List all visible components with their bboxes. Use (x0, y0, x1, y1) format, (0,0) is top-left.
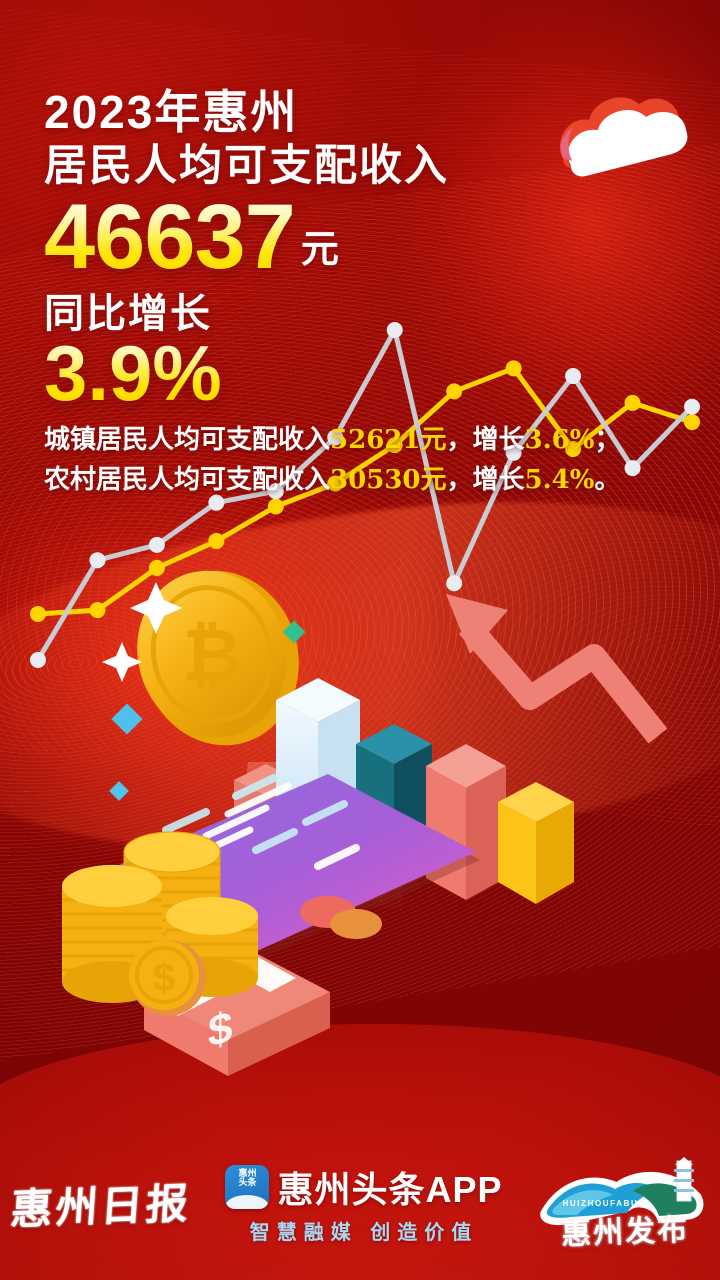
chart-data-point (505, 444, 522, 461)
urban-suffix: ； (594, 425, 620, 455)
chart-data-point (208, 494, 225, 511)
rural-suffix: 。 (594, 465, 620, 495)
finance-illustration: ₿ (60, 530, 700, 1090)
chart-data-point (565, 368, 582, 385)
headline-metric-name: 居民人均可支配收入 (44, 140, 684, 193)
coin-stacks: $ (62, 831, 258, 1016)
line-chart-svg (30, 322, 700, 668)
chart-data-point (30, 605, 46, 622)
background-bottom-curve (0, 1024, 720, 1280)
app-name-label: 惠州头条APP (277, 1169, 503, 1210)
chart-data-point (386, 322, 403, 338)
chart-data-point (446, 383, 463, 400)
chart-data-point (30, 652, 46, 668)
chart-line (35, 327, 695, 663)
card-number-dashes (162, 774, 348, 854)
chart-data-point (327, 475, 344, 492)
chart-data-point (267, 498, 284, 515)
wallet-dollar-symbol: $ (208, 1003, 233, 1057)
logo-huizhou-daily[interactable]: 惠州日报 (9, 1178, 194, 1234)
coin-stack-dollar-symbol: $ (153, 956, 175, 1000)
chart-series-农村居民 (30, 322, 700, 668)
chart-data-point (148, 536, 165, 553)
chart-data-point (148, 559, 165, 576)
chart-data-point (624, 460, 641, 477)
fabu-emblem-icon (539, 1157, 703, 1226)
pagoda-tower-icon (673, 1157, 694, 1202)
bitcoin-coin-icon: ₿ (102, 570, 299, 746)
urban-rate: 3.6% (525, 425, 595, 455)
headline-big-unit: 元 (301, 218, 339, 273)
urban-prefix: 城镇居民人均可支配收入 (44, 425, 330, 455)
coin-standing-dollar: $ (129, 940, 206, 1016)
chart-data-point (505, 360, 522, 377)
rural-amount: 30530元 (330, 465, 446, 495)
cloud-pink-accent (560, 127, 573, 161)
app-icon-label: 惠州 头条 (238, 1168, 257, 1188)
bar-salmon-front (426, 744, 506, 900)
rural-rate: 5.4% (525, 465, 595, 495)
app-icon-wave (225, 1195, 270, 1209)
app-slogan-label: 智慧融媒 创造价值 (249, 1222, 479, 1244)
chart-data-point (624, 394, 641, 411)
coin-symbol: ₿ (183, 616, 242, 696)
headline-value-row: 46637 元 (44, 191, 684, 283)
rural-prefix: 农村居民人均可支配收入 (44, 465, 330, 495)
chart-data-point (684, 414, 700, 431)
app-icon: 惠州 头条 (225, 1165, 270, 1209)
detail-line-urban: 城镇居民人均可支配收入52621元，增长3.6%； (44, 420, 704, 460)
trend-arrow-icon (446, 594, 668, 744)
urban-amount: 52621元 (330, 425, 446, 455)
chart-data-point (89, 602, 106, 619)
headline-growth-value: 3.9% (44, 334, 684, 412)
chart-data-point (386, 437, 403, 454)
headline-block: 2023年惠州 居民人均可支配收入 46637 元 同比增长 3.9% (44, 86, 684, 412)
logo-huizhou-toutiao-app[interactable]: 惠州 头条 惠州头条APP 智慧融媒 创造价值 (225, 1161, 502, 1245)
chart-data-point (267, 483, 284, 500)
detail-lines: 城镇居民人均可支配收入52621元，增长3.6%； 农村居民人均可支配收入305… (44, 420, 704, 501)
chart-data-point (684, 398, 700, 415)
cloud-ornament (540, 78, 710, 178)
headline-growth-label: 同比增长 (44, 292, 684, 336)
rural-middle: ，增长 (446, 465, 524, 495)
headline-big-value: 46637 (44, 191, 296, 283)
chart-data-point (208, 533, 225, 550)
chart-data-point (565, 440, 582, 457)
line-chart (0, 300, 720, 700)
logo-huizhou-fabu[interactable]: HUIZHOUFABU 惠州发布 (537, 1157, 709, 1252)
bar-yellow (498, 782, 574, 904)
chart-data-point (89, 552, 106, 569)
chart-line (35, 365, 695, 617)
app-logo-row: 惠州 头条 惠州头条APP (225, 1161, 502, 1213)
footer-logos: 惠州日报 惠州 头条 惠州头条APP 智慧融媒 创造价值 (0, 1148, 720, 1258)
chart-data-point (327, 429, 344, 446)
chart-series-城镇居民 (30, 360, 700, 622)
headline-year-city: 2023年惠州 (44, 86, 684, 138)
urban-middle: ，增长 (446, 425, 524, 455)
cloud-front-layer (567, 109, 688, 177)
fabu-pinyin-label: HUIZHOUFABU (562, 1199, 639, 1208)
fabu-name-label: 惠州发布 (560, 1212, 690, 1253)
chart-data-point (446, 575, 463, 592)
detail-line-rural: 农村居民人均可支配收入30530元，增长5.4%。 (44, 460, 704, 500)
